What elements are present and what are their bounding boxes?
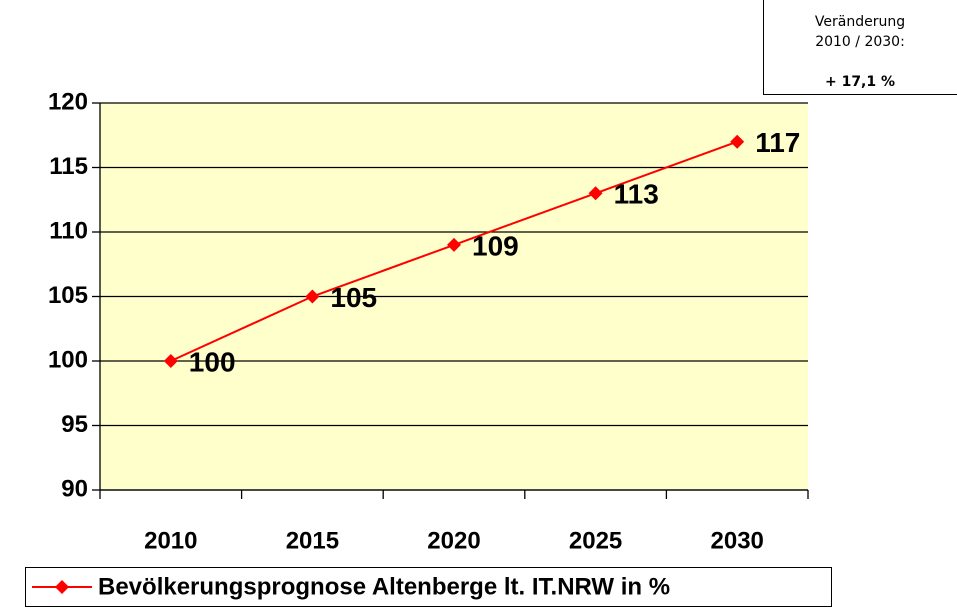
annotation: Veränderung 2010 / 2030: + 17,1 %: [815, 14, 905, 90]
marker: [447, 237, 461, 252]
legend-label: Bevölkerungsprognose Altenberge lt. IT.N…: [98, 573, 670, 600]
marker: [730, 134, 745, 149]
x-tick-label: 2025: [569, 527, 622, 554]
data-label: 117: [755, 127, 800, 158]
marker: [163, 354, 178, 368]
y-tick-label: 105: [48, 282, 88, 309]
data-label: 105: [330, 282, 377, 313]
data-label: 109: [472, 230, 519, 261]
y-tick-label: 110: [49, 217, 88, 244]
annotation-line: + 17,1 %: [825, 74, 895, 90]
annotation-box: [763, 0, 957, 95]
marker: [305, 289, 320, 304]
y-tick-label: 90: [61, 475, 88, 502]
x-tick-label: 2020: [427, 527, 480, 554]
data-label: 113: [614, 179, 659, 210]
legend-box: [25, 567, 832, 607]
y-tick-label: 100: [48, 346, 88, 373]
x-tick-label: 2010: [144, 527, 197, 554]
y-tick-label: 95: [61, 411, 88, 438]
y-tick-label: 120: [48, 88, 88, 115]
annotation-line: Veränderung: [815, 14, 905, 30]
legend-marker: [55, 580, 69, 594]
annotation-line: 2010 / 2030:: [815, 34, 905, 50]
data-label: 100: [189, 346, 236, 377]
y-tick-label: 115: [49, 153, 88, 180]
x-tick-label: 2030: [711, 527, 764, 554]
x-tick-label: 2015: [286, 527, 339, 554]
marker: [588, 186, 603, 201]
